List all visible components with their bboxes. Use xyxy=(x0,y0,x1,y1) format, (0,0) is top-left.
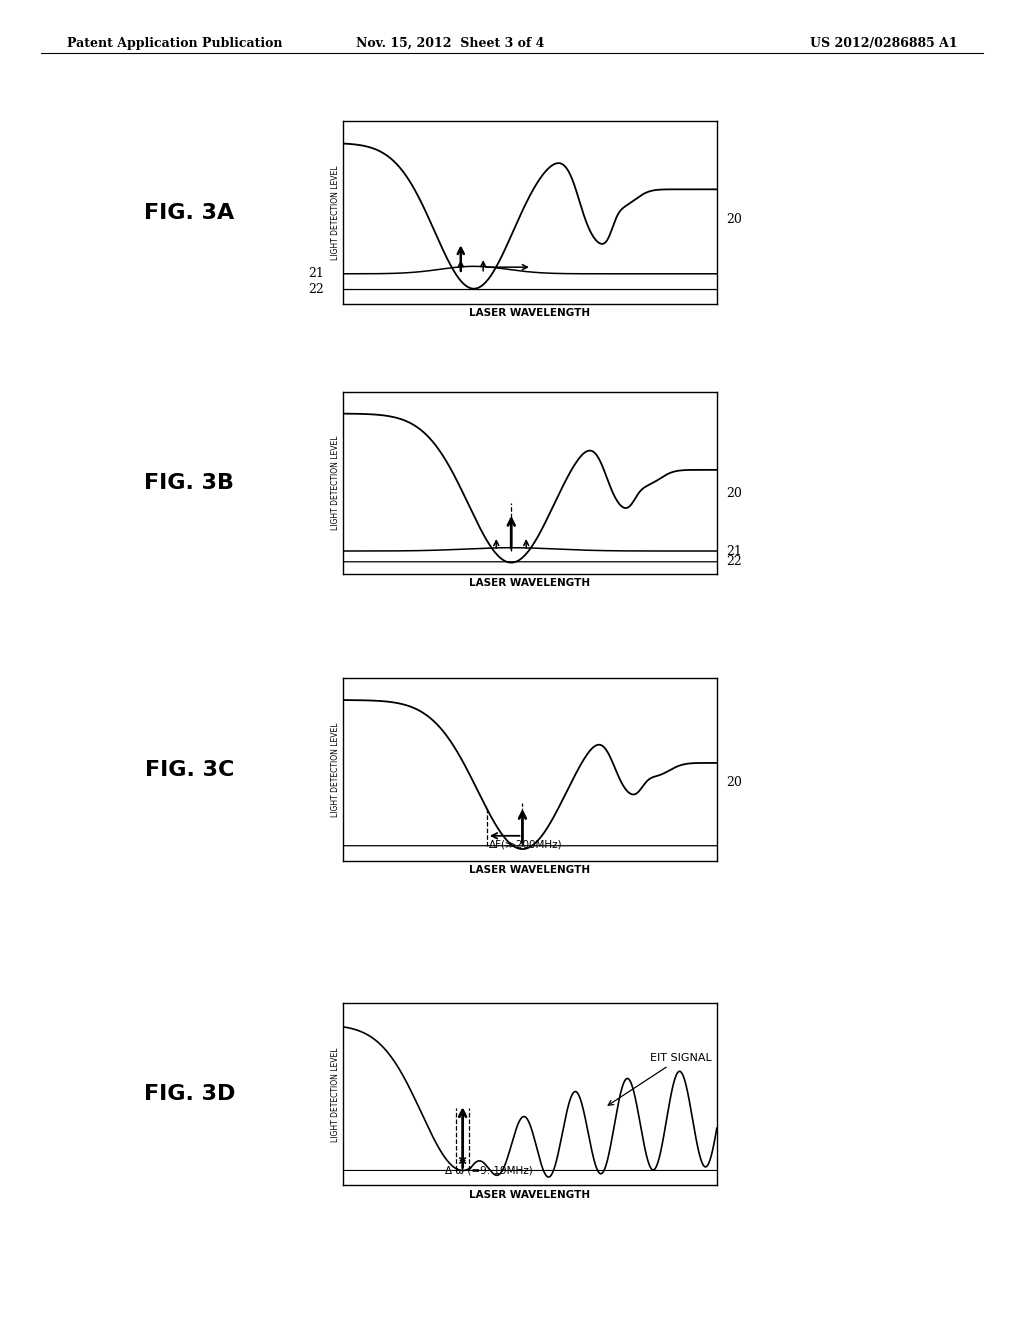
Y-axis label: LIGHT DETECTION LEVEL: LIGHT DETECTION LEVEL xyxy=(331,436,340,531)
Text: FIG. 3C: FIG. 3C xyxy=(144,759,234,780)
Text: US 2012/0286885 A1: US 2012/0286885 A1 xyxy=(810,37,957,50)
Text: FIG. 3A: FIG. 3A xyxy=(144,202,234,223)
Text: 22: 22 xyxy=(308,282,325,296)
Y-axis label: LIGHT DETECTION LEVEL: LIGHT DETECTION LEVEL xyxy=(331,165,340,260)
Text: 22: 22 xyxy=(726,556,742,569)
Text: FIG. 3D: FIG. 3D xyxy=(143,1084,236,1105)
Text: 20: 20 xyxy=(726,487,742,499)
Y-axis label: LIGHT DETECTION LEVEL: LIGHT DETECTION LEVEL xyxy=(331,722,340,817)
Text: FIG. 3B: FIG. 3B xyxy=(144,473,234,494)
Y-axis label: LIGHT DETECTION LEVEL: LIGHT DETECTION LEVEL xyxy=(331,1047,340,1142)
Text: ΔF(≫200MHz): ΔF(≫200MHz) xyxy=(488,840,562,849)
X-axis label: LASER WAVELENGTH: LASER WAVELENGTH xyxy=(469,578,591,589)
X-axis label: LASER WAVELENGTH: LASER WAVELENGTH xyxy=(469,308,591,318)
Text: Nov. 15, 2012  Sheet 3 of 4: Nov. 15, 2012 Sheet 3 of 4 xyxy=(356,37,545,50)
Text: EIT SIGNAL: EIT SIGNAL xyxy=(608,1053,712,1105)
Text: Patent Application Publication: Patent Application Publication xyxy=(67,37,282,50)
Text: 20: 20 xyxy=(726,776,742,789)
X-axis label: LASER WAVELENGTH: LASER WAVELENGTH xyxy=(469,865,591,875)
Text: Δ ω (=9. 19MHz): Δ ω (=9. 19MHz) xyxy=(444,1166,532,1176)
Text: 21: 21 xyxy=(726,545,742,557)
Text: 21: 21 xyxy=(308,267,325,280)
X-axis label: LASER WAVELENGTH: LASER WAVELENGTH xyxy=(469,1189,591,1200)
Text: 20: 20 xyxy=(726,213,742,226)
